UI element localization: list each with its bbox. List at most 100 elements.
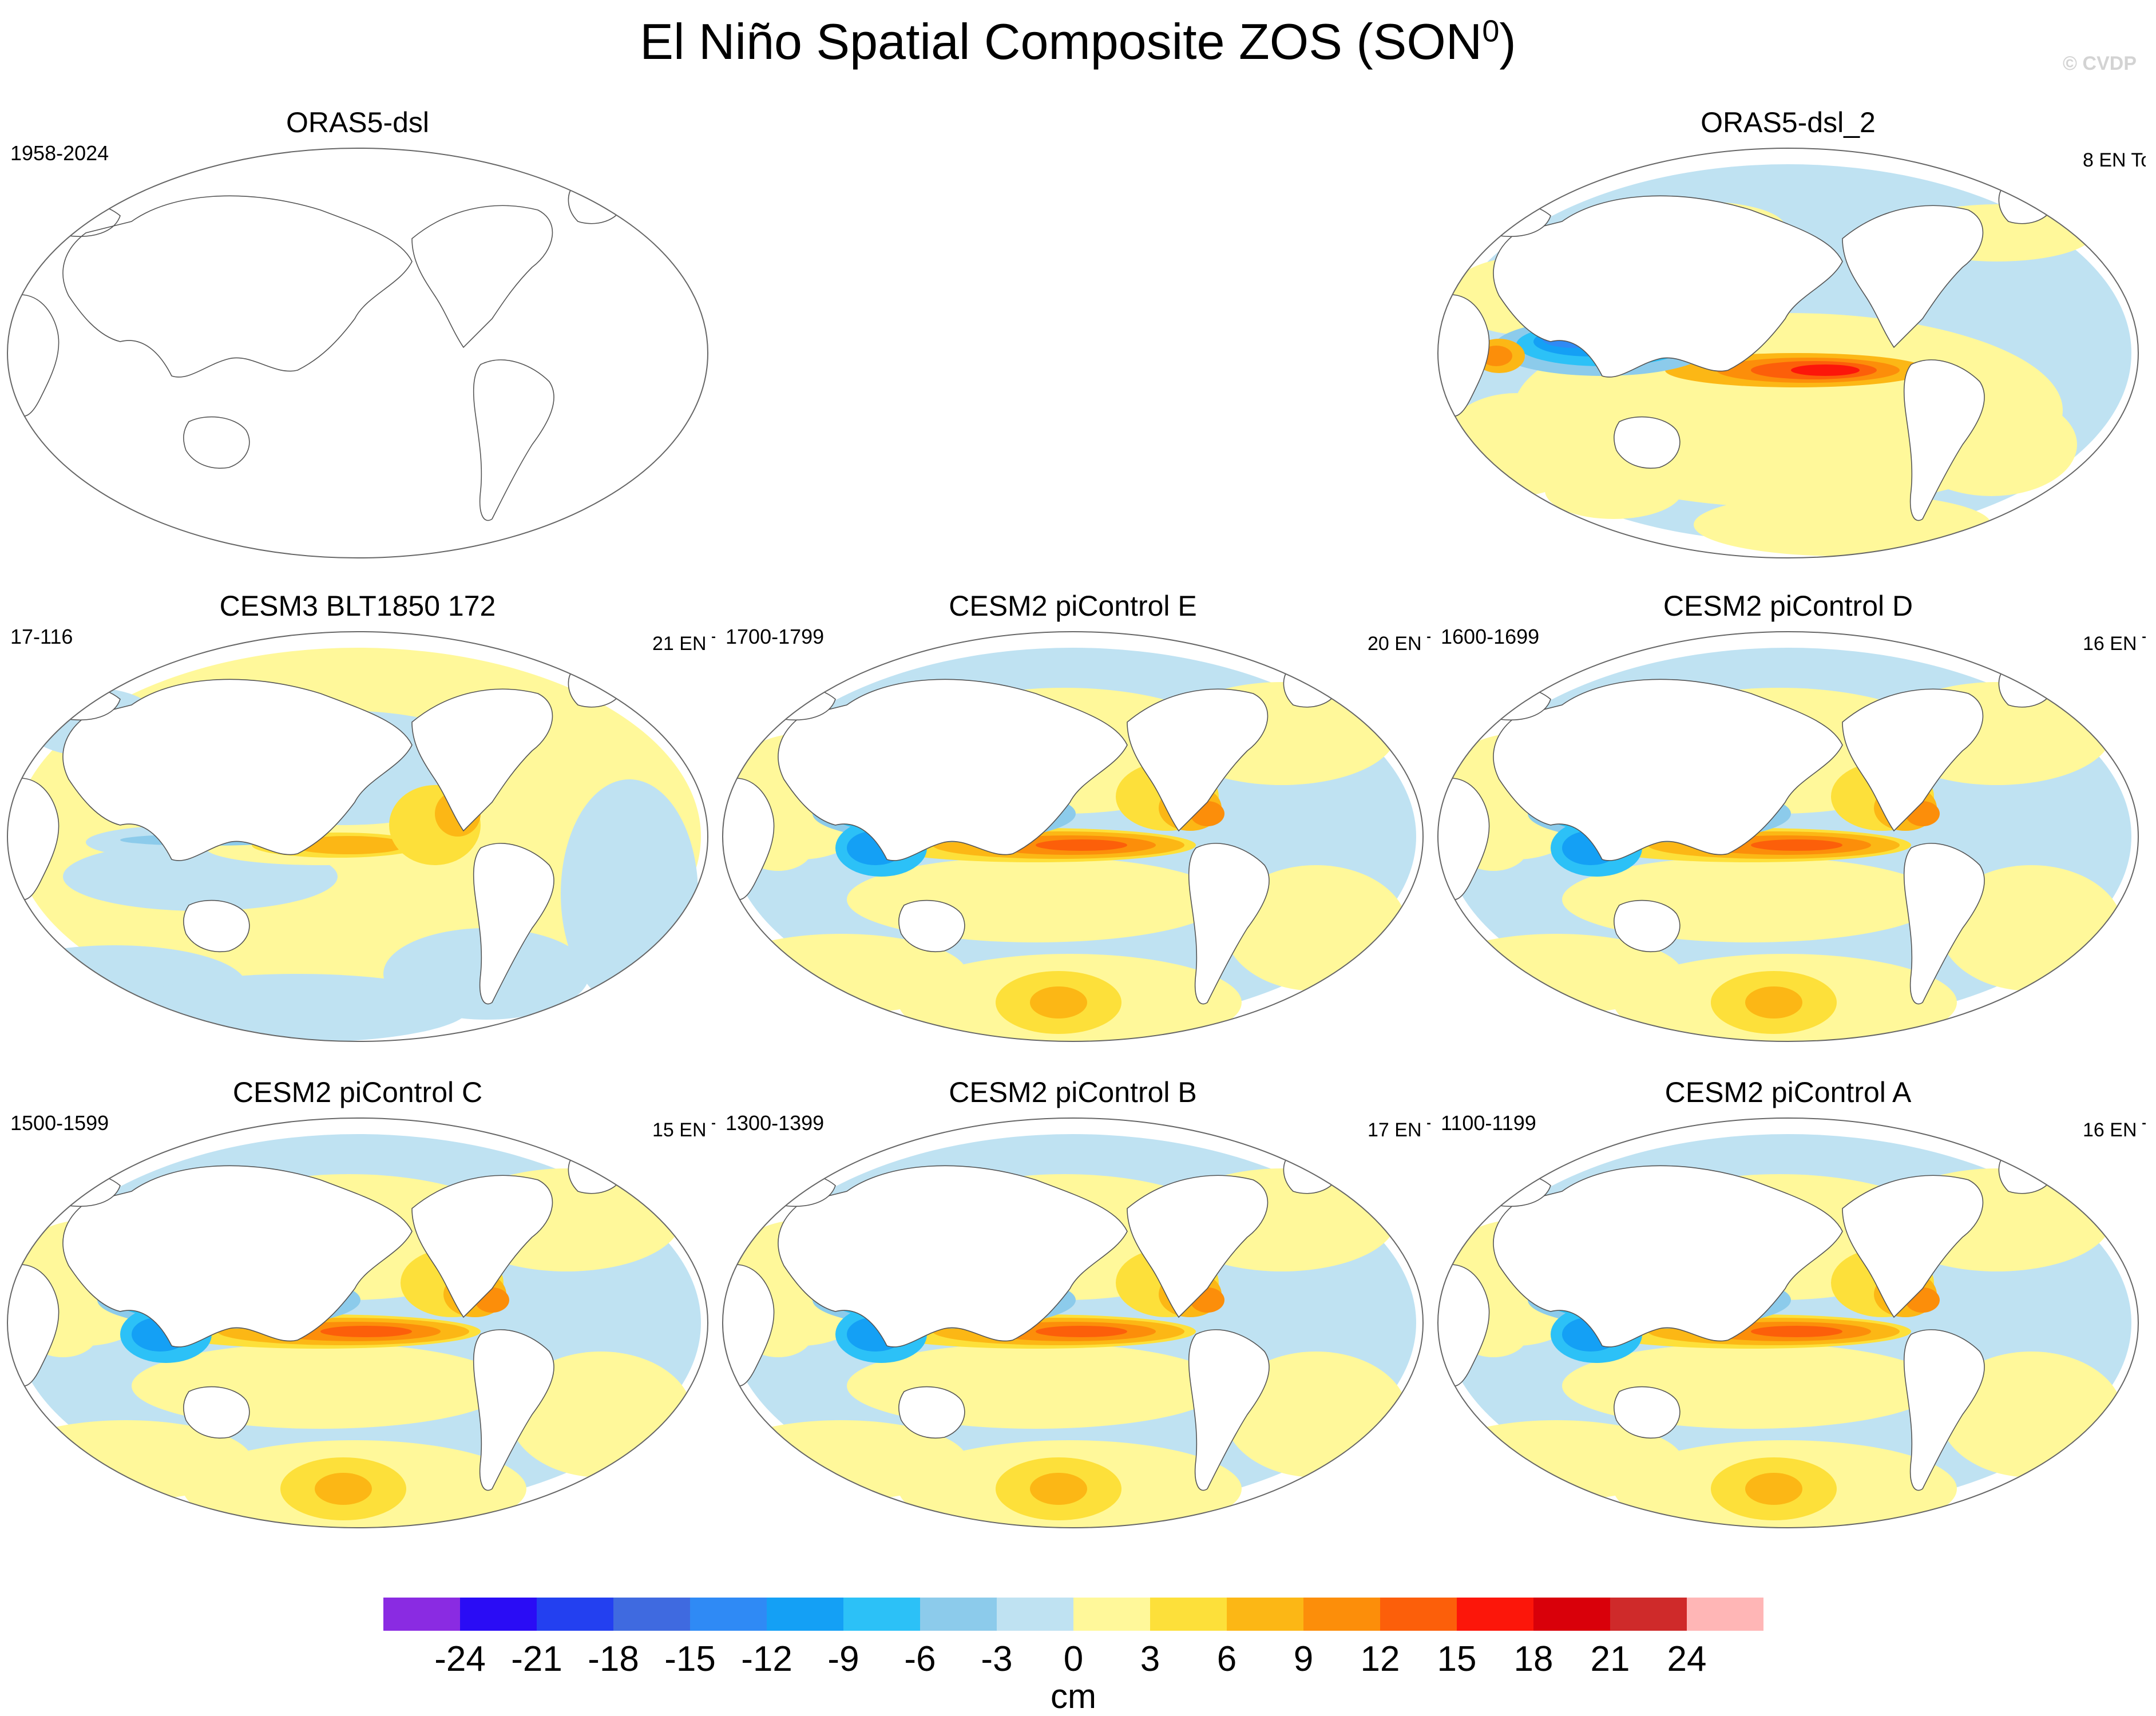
map-panel: CESM3 BLT1850 172 17-116 21 EN Tot [0,589,715,1047]
panel-title: ORAS5-dsl_2 [1701,106,1876,138]
land-australia [1614,899,1681,952]
panel-event-count: 15 EN Tot [652,1119,715,1141]
land-samerica [1188,843,1270,1005]
panel-period: 1700-1799 [726,625,825,648]
colorbar-unit-label: cm [1051,1677,1096,1715]
map-svg [1437,631,2139,1042]
colorbar-swatch [1533,1598,1610,1631]
colorbar-swatch [690,1598,767,1631]
figure-title: El Niño Spatial Composite ZOS (SON0) [640,13,1516,70]
colorbar-swatch [1457,1598,1533,1631]
panel-period: 1500-1599 [10,1111,109,1135]
contour-patch [1751,1326,1842,1337]
contour-patch [1030,1473,1087,1505]
map-panel: CESM2 piControl C 1500-1599 15 EN Tot [0,1076,715,1533]
land-namerica [411,688,553,832]
colorbar-tick-label: -12 [741,1639,792,1679]
cvdp-watermark: © CVDP [2063,53,2137,74]
colorbar-swatch [1073,1598,1150,1631]
land-samerica [473,843,554,1005]
map-svg [722,1117,1424,1528]
contour-patch [1791,364,1860,376]
colorbar-tick-label: -18 [588,1639,639,1679]
land-australia [1614,416,1681,469]
land-australia [183,1386,250,1438]
land-australia [1614,1386,1681,1438]
colorbar-tick-label: 18 [1513,1639,1553,1679]
land-asia [62,679,413,861]
colorbar-tick-label: 9 [1293,1639,1314,1679]
colorbar-tick-label: -24 [434,1639,486,1679]
land-samerica [1188,1329,1270,1491]
map-svg [6,148,709,558]
map-border [1437,631,2139,1042]
contour-patch [1030,986,1087,1018]
panel-event-count: 16 EN Tot [2083,633,2146,655]
land-samerica [1903,1329,1985,1491]
coastline-samerica [473,359,554,521]
map-svg [1437,148,2139,558]
colorbar-swatch [920,1598,997,1631]
panel-title: ORAS5-dsl [286,106,430,138]
panel-title: CESM2 piControl E [949,590,1197,622]
land-asia [1493,1165,1843,1348]
colorbar-tick-label: 0 [1063,1639,1084,1679]
colorbar-swatch [537,1598,613,1631]
land-namerica [1842,205,1984,348]
map-border [6,631,709,1042]
panel-event-count: 20 EN Tot [1368,633,1430,655]
colorbar-tick-label: -21 [511,1639,562,1679]
map-border [722,1117,1424,1528]
land-australia [898,1386,965,1438]
colorbar-swatch [613,1598,690,1631]
land-namerica [1842,688,1984,832]
land-asia [778,679,1128,861]
colorbar-swatch [1303,1598,1380,1631]
coastline-namerica [411,205,553,348]
map-panel: ORAS5-dsl_2 8 EN Tot [1430,106,2146,564]
colorbar-swatch [1380,1598,1457,1631]
panel-event-count: 16 EN Tot [2083,1119,2146,1141]
land-samerica [1903,359,1985,521]
colorbar-swatch [843,1598,920,1631]
map-svg [6,1117,709,1528]
map-border [1437,148,2139,558]
colorbar-swatch [767,1598,843,1631]
panel-title: CESM2 piControl B [949,1076,1197,1108]
colorbar-tick-label: 12 [1360,1639,1400,1679]
land-asia [1493,195,1843,378]
map-border [722,631,1424,1042]
contour-patch [1036,1326,1127,1337]
map-svg [722,631,1424,1042]
contour-patch [1745,1473,1802,1505]
colorbar-tick-label: 21 [1590,1639,1630,1679]
panel-event-count: 8 EN Tot [2083,149,2146,171]
panel-title: CESM2 piControl A [1664,1076,1912,1108]
contour-patch [1036,839,1127,851]
colorbar-tick-label: 15 [1437,1639,1477,1679]
panel-title: CESM2 piControl C [232,1076,483,1108]
colorbar-swatch [1610,1598,1687,1631]
contour-patch [1745,986,1802,1018]
land-australia [898,899,965,952]
colorbar-swatch [460,1598,537,1631]
colorbar-tick-label: 6 [1216,1639,1237,1679]
coastline-australia [183,416,250,469]
colorbar-swatch [383,1598,460,1631]
colorbar-tick-label: -9 [827,1639,859,1679]
land-namerica [1842,1175,1984,1318]
panel-period: 1958-2024 [10,141,109,165]
map-border [6,1117,709,1528]
contour-patch [320,1326,412,1337]
colorbar-tick-label: -15 [664,1639,716,1679]
colorbar-swatch [1227,1598,1303,1631]
map-panel: CESM2 piControl B 1300-1399 17 EN Tot [715,1076,1430,1533]
panel-event-count: 21 EN Tot [652,633,715,655]
colorbar-tick-label: -6 [904,1639,936,1679]
panel-period: 1100-1199 [1441,1111,1536,1135]
colorbar-tick-label: -3 [981,1639,1013,1679]
panel-title: CESM2 piControl D [1663,590,1913,622]
land-asia [778,1165,1128,1348]
map-border [6,148,709,558]
